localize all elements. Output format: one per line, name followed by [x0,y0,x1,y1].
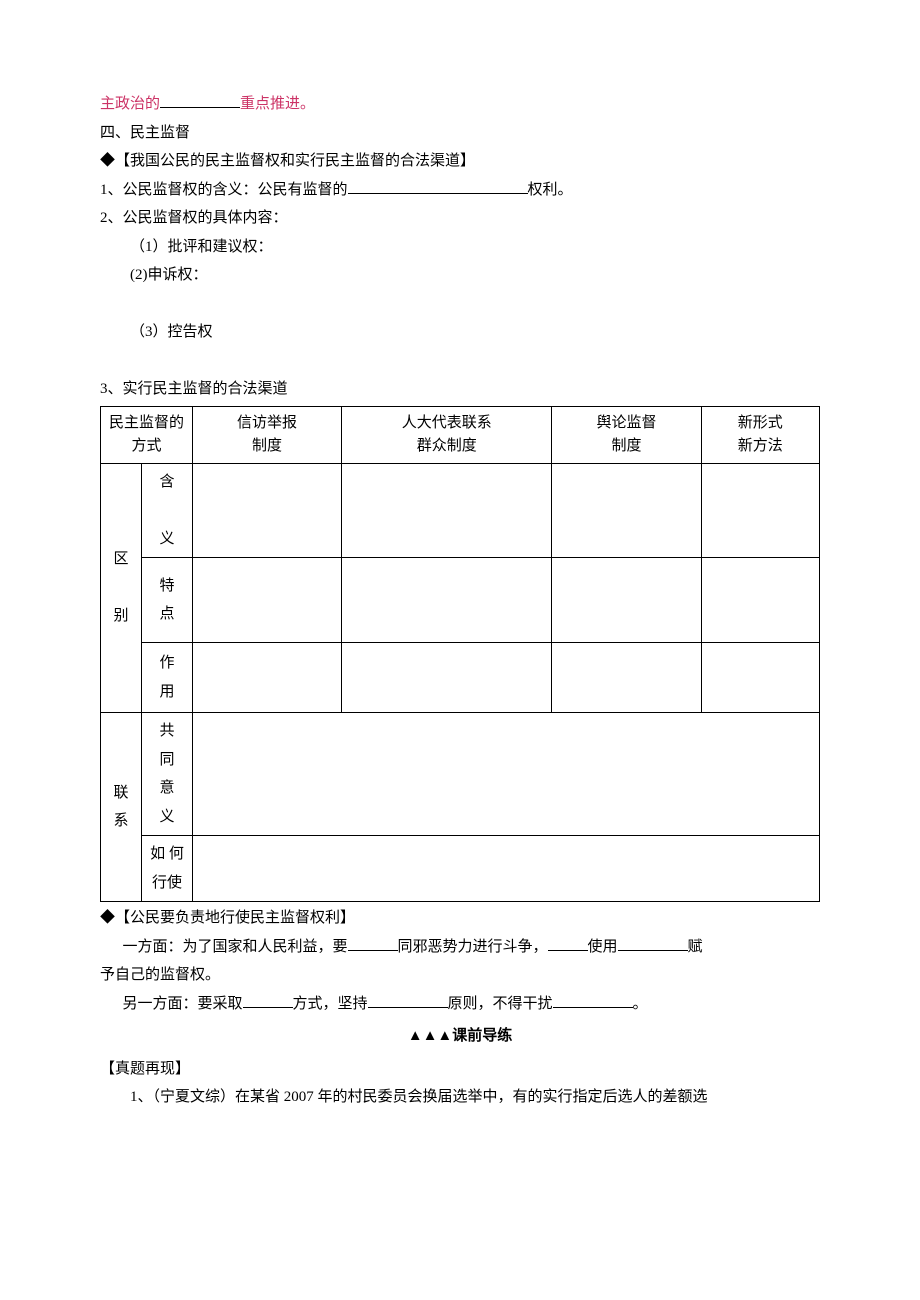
blank-lyfm3 [553,992,633,1008]
lyfm-b: 方式，坚持 [293,996,368,1012]
yfm-b: 同邪恶势力进行斗争， [398,939,548,955]
lianxi-1: 联 [113,785,128,801]
cell-gongtong: 共 同 意 义 [142,713,193,836]
ruhe-2: 行使 [152,875,182,891]
hanyi-2: 义 [159,531,174,547]
cell-qubie: 区 别 [101,463,142,713]
lyfm-a: 另一方面：要采取 [123,996,243,1012]
cell-empty [342,643,552,713]
blank-yfm3 [618,935,688,951]
yfm-d: 赋 [688,939,703,955]
th-renda-l2: 群众制度 [417,438,477,454]
ruhe-1: 如 何 [150,846,184,862]
item2-b: (2)申诉权： [130,261,820,290]
cell-zuoyong: 作 用 [142,643,193,713]
th-xinfang: 信访举报 制度 [193,406,342,463]
th-xinfang-l1: 信访举报 [237,415,297,431]
section4-item3: 3、实行民主监督的合法渠道 [100,375,820,404]
after-table-sub2: ◆【公民要负责地行使民主监督权利】 [100,904,820,933]
cell-empty [342,558,552,643]
blank-yfm1 [348,935,398,951]
para-yifangmian: 一方面：为了国家和人民利益，要 同邪恶势力进行斗争， 使用 赋 [100,933,820,962]
table-row: 区 别 含 义 [101,463,820,558]
top-prefix: 主政治的 [100,96,160,112]
gap-2 [100,347,820,376]
cell-empty [193,558,342,643]
blank-yfm2 [548,935,588,951]
cell-lianxi: 联 系 [101,713,142,902]
tedian-2: 点 [159,606,174,622]
item1-suffix: 权利。 [528,182,573,198]
table-header-row: 民主监督的 方式 信访举报 制度 人大代表联系 群众制度 舆论监督 制度 新形式… [101,406,820,463]
top-line-colored: 主政治的 重点推进。 [100,90,820,119]
zuoyong-1: 作 [159,655,174,671]
blank-top [160,92,240,108]
cell-hanyi: 含 义 [142,463,193,558]
supervision-table: 民主监督的 方式 信访举报 制度 人大代表联系 群众制度 舆论监督 制度 新形式… [100,406,820,903]
th-method-l2: 方式 [131,438,161,454]
cell-empty [193,643,342,713]
cell-tedian: 特 点 [142,558,193,643]
table-row: 特 点 [101,558,820,643]
table-row: 如 何 行使 [101,836,820,902]
th-xinxingshi-l2: 新方法 [738,438,783,454]
table-row: 联 系 共 同 意 义 [101,713,820,836]
qubie-1: 区 [113,551,128,567]
blank-lyfm2 [368,992,448,1008]
tedian-1: 特 [159,578,174,594]
item2-c: （3）控告权 [130,318,820,347]
th-renda-l1: 人大代表联系 [402,415,492,431]
th-yulun-l1: 舆论监督 [596,415,656,431]
cell-empty [552,558,701,643]
th-method-l1: 民主监督的 [109,415,184,431]
lianxi-2: 系 [113,813,128,829]
cell-empty [552,643,701,713]
zhenti-bracket: 【真题再现】 [100,1055,820,1084]
table-row: 作 用 [101,643,820,713]
question-1: 1、（宁夏文综）在某省 2007 年的村民委员会换届选举中，有的实行指定后选人的… [100,1083,820,1112]
blank-item1 [348,178,528,194]
section4-item2: 2、公民监督权的具体内容： [100,204,820,233]
top-suffix: 重点推进。 [240,96,315,112]
yfm-a: 一方面：为了国家和人民利益，要 [123,939,348,955]
cell-empty-wide [193,713,820,836]
gongtong-3: 意 [159,780,174,796]
cell-ruhe: 如 何 行使 [142,836,193,902]
center-keqian: ▲▲▲课前导练 [100,1022,820,1051]
cell-empty [701,643,820,713]
gongtong-2: 同 [159,752,174,768]
cell-empty [342,463,552,558]
yfm-c: 使用 [588,939,618,955]
gongtong-4: 义 [159,809,174,825]
blank-lyfm1 [243,992,293,1008]
th-method: 民主监督的 方式 [101,406,193,463]
para-lingyifangmian: 另一方面：要采取 方式，坚持 原则，不得干扰 。 [100,990,820,1019]
cell-empty [193,463,342,558]
qubie-2: 别 [113,608,128,624]
cell-empty [701,558,820,643]
gap-1 [100,290,820,319]
th-xinxingshi-l1: 新形式 [738,415,783,431]
zuoyong-2: 用 [159,684,174,700]
section4-sub1: ◆【我国公民的民主监督权和实行民主监督的合法渠道】 [100,147,820,176]
item2-a: （1）批评和建议权： [130,233,820,262]
cell-empty-wide [193,836,820,902]
cell-empty [552,463,701,558]
th-renda: 人大代表联系 群众制度 [342,406,552,463]
section4-item1: 1、公民监督权的含义：公民有监督的 权利。 [100,176,820,205]
lyfm-c: 原则，不得干扰 [448,996,553,1012]
section4-title: 四、民主监督 [100,119,820,148]
th-xinfang-l2: 制度 [252,438,282,454]
para-line2: 予自己的监督权。 [100,961,820,990]
cell-empty [701,463,820,558]
gongtong-1: 共 [159,723,174,739]
th-yulun-l2: 制度 [611,438,641,454]
hanyi-1: 含 [159,474,174,490]
th-yulun: 舆论监督 制度 [552,406,701,463]
lyfm-d: 。 [633,996,648,1012]
item1-prefix: 1、公民监督权的含义：公民有监督的 [100,182,348,198]
th-xinxingshi: 新形式 新方法 [701,406,820,463]
